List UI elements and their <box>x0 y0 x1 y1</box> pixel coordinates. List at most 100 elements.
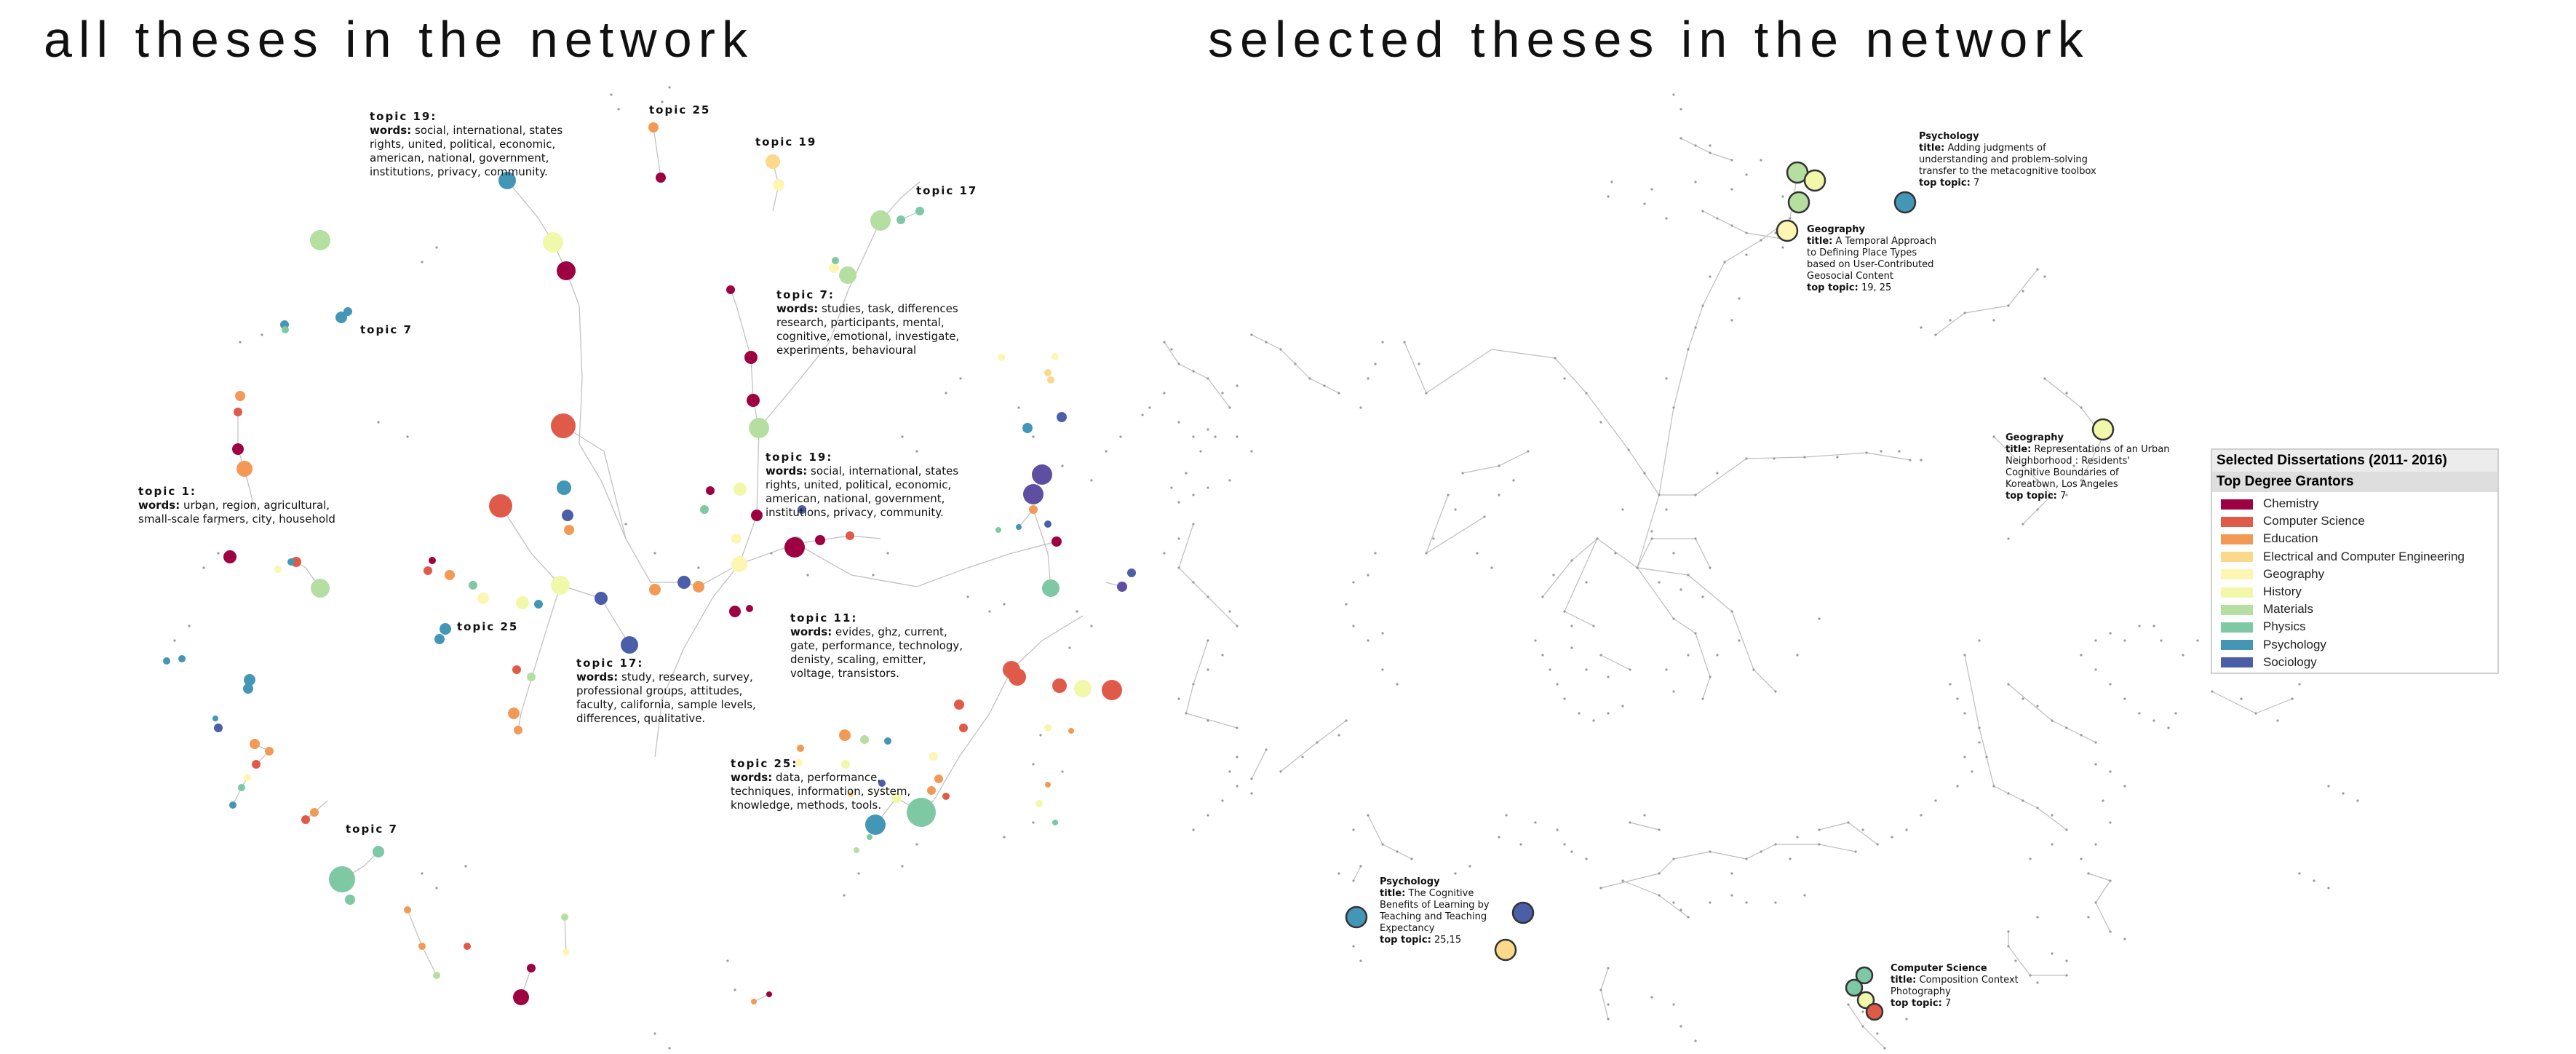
thesis-node <box>729 606 741 617</box>
thesis-node <box>1694 632 1697 635</box>
thesis-node <box>653 552 656 555</box>
edge <box>1753 669 1776 692</box>
thesis-node <box>1265 748 1268 751</box>
legend-label: Psychology <box>2263 637 2326 651</box>
thesis-node <box>1665 377 1668 380</box>
thesis-node <box>648 122 659 132</box>
thesis-node <box>2152 719 2155 722</box>
thesis-node <box>235 391 245 401</box>
thesis-node <box>1658 494 1661 496</box>
thesis-node <box>435 246 438 249</box>
thesis-node <box>2182 654 2185 657</box>
edge <box>1709 152 1733 161</box>
thesis-node <box>1978 741 1981 744</box>
thesis-node <box>424 566 432 575</box>
thesis-node <box>1447 494 1450 496</box>
thesis-node <box>1971 770 1973 773</box>
thesis-node <box>2036 807 2039 809</box>
thesis-node <box>1337 872 1340 875</box>
thesis-node <box>1803 456 1806 459</box>
thesis-node <box>1614 552 1617 555</box>
thesis-node <box>1607 1018 1610 1021</box>
thesis-node <box>1163 392 1166 395</box>
thesis-node <box>434 634 445 644</box>
topic-words: study, research, survey, professional gr… <box>576 670 756 725</box>
thesis-node <box>464 943 471 950</box>
edge <box>1498 451 1529 467</box>
thesis-node <box>1068 646 1071 649</box>
top-topic-label: top topic: <box>1380 935 1431 946</box>
thesis-node <box>1047 376 1054 384</box>
thesis-node <box>311 579 330 598</box>
thesis-node <box>1621 879 1624 882</box>
thesis-node <box>1658 894 1661 897</box>
thesis-node <box>1891 836 1893 839</box>
thesis-node <box>282 326 289 333</box>
thesis-node <box>252 760 261 769</box>
thesis-node <box>1847 1003 1850 1006</box>
thesis-node <box>897 215 905 224</box>
thesis-node <box>891 793 902 803</box>
thesis-node <box>343 307 352 316</box>
thesis-node <box>1432 537 1435 540</box>
thesis-node <box>829 263 839 273</box>
edge <box>800 341 830 379</box>
thesis-node <box>173 639 176 642</box>
thesis-node <box>668 86 671 89</box>
thesis-node <box>2138 625 2141 627</box>
title-label: title: <box>1891 975 1917 986</box>
thesis-node <box>477 593 489 604</box>
thesis-node <box>232 443 244 455</box>
thesis-node <box>1607 195 1610 198</box>
thesis-node <box>934 774 943 783</box>
edge <box>2037 807 2067 831</box>
thesis-node <box>1992 319 1995 322</box>
thesis-node <box>2065 392 2068 395</box>
thesis-node <box>1773 457 1776 460</box>
thesis-node <box>274 566 282 573</box>
thesis-node <box>1658 581 1661 584</box>
thesis-node <box>1883 1047 1886 1050</box>
thesis-node <box>513 989 529 1005</box>
thesis-node <box>1854 850 1857 853</box>
top-topic-label: top topic: <box>2005 491 2057 502</box>
thesis-node <box>846 531 854 540</box>
thesis-node <box>872 574 875 576</box>
thesis-node <box>1818 828 1821 831</box>
thesis-node <box>1716 217 1719 220</box>
edge <box>1491 349 1556 359</box>
edge <box>1564 611 1594 627</box>
thesis-node <box>543 232 563 253</box>
thesis-node <box>677 576 691 589</box>
top-topic-value: 7 <box>1973 178 1980 189</box>
thesis-node <box>2036 268 2039 271</box>
thesis-node <box>734 483 747 496</box>
legend-item: Computer Science <box>2221 512 2497 530</box>
thesis-node <box>445 570 455 580</box>
thesis-node <box>301 815 310 824</box>
thesis-node <box>562 510 573 521</box>
thesis-node <box>656 173 666 183</box>
thesis-node <box>1316 741 1319 744</box>
thesis-node <box>551 413 576 438</box>
thesis-node <box>2196 639 2199 642</box>
edge <box>1164 341 1180 365</box>
topic-annotation: topic 11: words: evides, ghz, current, g… <box>790 611 972 681</box>
thesis-node <box>2087 450 2090 453</box>
thesis-node <box>2109 930 2112 933</box>
thesis-node <box>731 556 747 572</box>
edge <box>1637 567 1674 619</box>
edge <box>933 756 960 801</box>
thesis-node <box>1403 341 1406 344</box>
thesis-node <box>1578 712 1581 715</box>
thesis-node <box>1861 1025 1864 1028</box>
heading-selected-theses: selected theses in the network <box>1208 11 2090 68</box>
thesis-node <box>1694 1039 1697 1042</box>
thesis-node <box>1592 719 1595 722</box>
thesis-node <box>815 535 825 545</box>
thesis-node <box>2007 683 2010 686</box>
thesis-node <box>1563 843 1566 846</box>
legend-swatch <box>2221 499 2253 510</box>
thesis-node <box>1672 901 1675 904</box>
thesis-node <box>1032 435 1035 438</box>
